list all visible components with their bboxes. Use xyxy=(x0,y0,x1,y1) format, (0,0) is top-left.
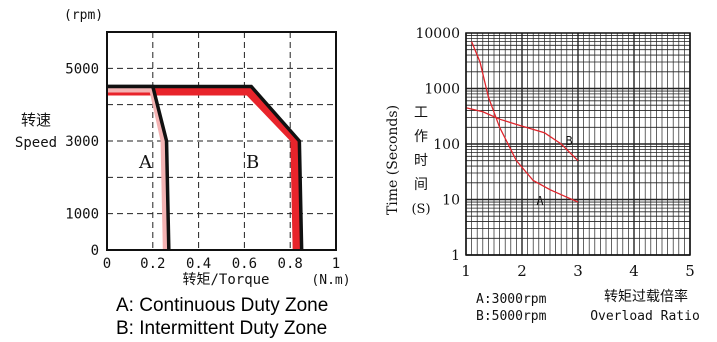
x-tick-label: 0.6 xyxy=(232,256,257,272)
y-tick-label: 100 xyxy=(433,137,460,153)
y-tick-label: 3000 xyxy=(65,134,99,150)
zone-band-a xyxy=(107,86,169,250)
x-axis-unit: (N.m) xyxy=(311,273,350,288)
y-axis-label-cn: 转速 xyxy=(21,111,51,129)
y-axis-label-cn: 间 xyxy=(414,177,428,193)
y-axis-label-cn: 时 xyxy=(414,153,428,169)
curve-label-a: A xyxy=(536,194,544,208)
curve-a xyxy=(470,41,579,203)
y-axis-label-cn: 作 xyxy=(414,129,428,145)
y-tick-label: 5000 xyxy=(65,61,99,77)
x-axis-label: 转矩/Torque xyxy=(182,272,269,288)
y-tick-label: 0 xyxy=(91,243,99,259)
x-tick-label: 4 xyxy=(629,262,639,280)
x-tick-label: 1 xyxy=(461,262,471,280)
legend-item-a: A: Continuous Duty Zone xyxy=(116,295,329,316)
legend-item-b: B:5000rpm xyxy=(476,309,547,324)
y-axis-unit: (rpm) xyxy=(64,8,103,23)
x-tick-label: 2 xyxy=(517,262,527,280)
legend-item-a: A:3000rpm xyxy=(476,292,547,307)
x-axis-label-en: Overload Ratio xyxy=(590,309,700,324)
curve-label-b: B xyxy=(565,134,572,148)
y-axis-label-cn: 工 xyxy=(414,105,428,121)
y-axis-unit: (S) xyxy=(411,202,430,217)
curve-b xyxy=(465,107,579,162)
x-tick-label: 0 xyxy=(103,256,111,272)
x-tick-label: 5 xyxy=(685,262,695,280)
zone-label-a: A xyxy=(138,152,153,173)
plot-frame-left xyxy=(106,31,337,251)
y-axis-label-en: Time (Seconds) xyxy=(385,105,401,215)
zone-boundary-b xyxy=(107,84,304,251)
x-tick-label: 0.4 xyxy=(186,256,211,272)
x-tick-label: 1 xyxy=(332,256,340,272)
y-tick-label: 1000 xyxy=(424,82,460,98)
legend-item-b: B: Intermittent Duty Zone xyxy=(116,318,328,339)
zone-label-b: B xyxy=(246,152,259,173)
y-axis-label-en: Speed xyxy=(15,135,57,151)
y-tick-label: 10000 xyxy=(415,26,460,42)
y-tick-label: 1 xyxy=(451,248,460,264)
zone-boundary-a xyxy=(107,84,171,251)
x-tick-label: 0.8 xyxy=(278,256,303,272)
y-tick-label: 1000 xyxy=(65,207,99,223)
x-tick-label: 0.2 xyxy=(140,256,165,272)
y-tick-label: 10 xyxy=(442,193,460,209)
plot-frame-right xyxy=(465,32,691,256)
x-tick-label: 3 xyxy=(573,262,583,280)
x-axis-label-cn: 转矩过载倍率 xyxy=(604,288,688,305)
